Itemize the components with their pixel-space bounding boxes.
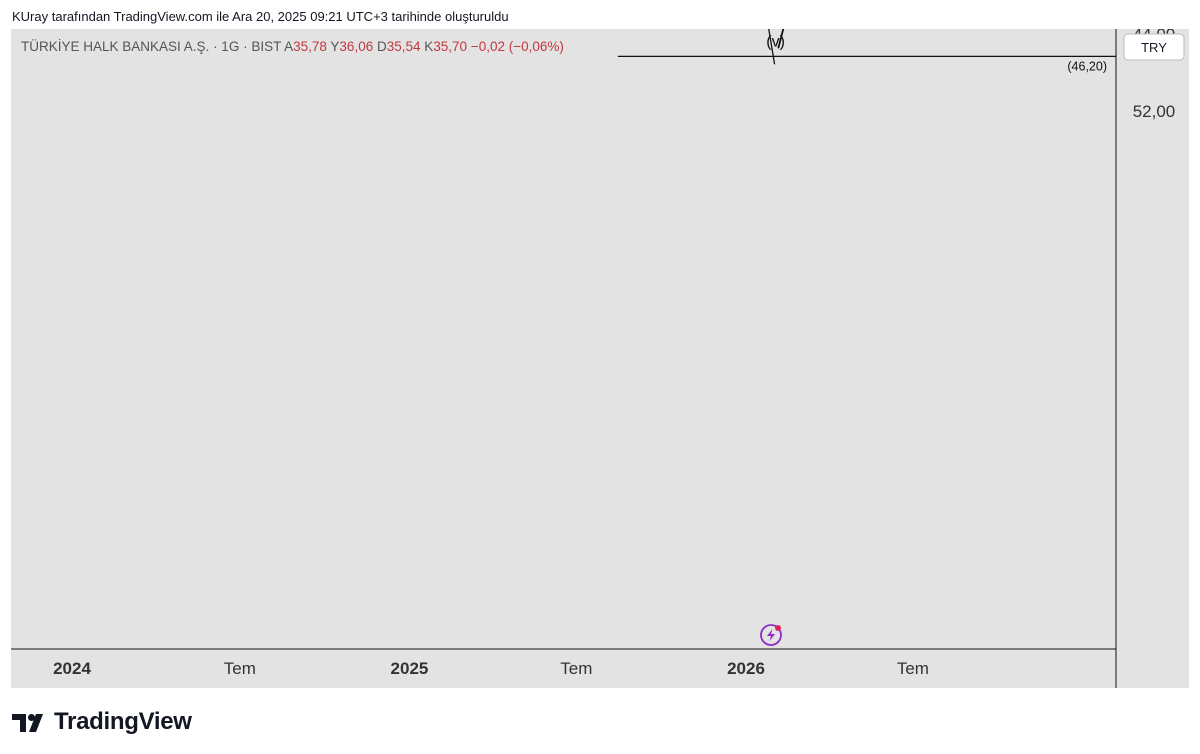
wave-label: (v) xyxy=(766,33,785,50)
currency-box xyxy=(1123,33,1185,61)
price-chart[interactable]: (46,20)(39,94)29,3428,3824,4823,5835,70 … xyxy=(11,29,1189,688)
x-tick-label: Tem xyxy=(560,659,592,678)
ohlc-letter: D xyxy=(377,39,387,54)
wave-path xyxy=(768,29,776,65)
symbol-legend: TÜRKİYE HALK BANKASI A.Ş. · 1G · BIST A3… xyxy=(21,39,564,54)
x-tick-label: Tem xyxy=(897,659,929,678)
tradingview-brand: TradingView xyxy=(12,708,192,736)
ohlc-value: 35,78 xyxy=(293,39,330,54)
axes-layer: 52,0044,0040,0032,0025,0022,0020,0018,00… xyxy=(11,29,1185,688)
levels-layer: (46,20)(39,94)29,3428,3824,4823,5835,70 xyxy=(617,55,1116,73)
symbol-name: TÜRKİYE HALK BANKASI A.Ş. · 1G · BIST xyxy=(21,39,284,54)
tradingview-logo-icon xyxy=(12,714,43,732)
x-tick-label: Tem xyxy=(224,659,256,678)
lightning-event-icon xyxy=(760,624,782,646)
x-tick-label: 2025 xyxy=(391,659,429,678)
change-value: −0,02 (−0,06%) xyxy=(471,39,564,54)
chart-byline: KUray tarafından TradingView.com ile Ara… xyxy=(12,9,509,24)
brand-name: TradingView xyxy=(54,708,192,735)
currency-label: TRY xyxy=(1141,40,1167,55)
x-tick-label: 2026 xyxy=(727,659,765,678)
legend-layer: TÜRKİYE HALK BANKASI A.Ş. · 1G · BIST A3… xyxy=(21,39,564,54)
ohlc-value: 36,06 xyxy=(339,39,377,54)
level-label: (46,20) xyxy=(1067,59,1107,73)
y-tick-label: 52,00 xyxy=(1133,102,1176,121)
ohlc-letter: K xyxy=(424,39,433,54)
projection-arrow-shaft xyxy=(777,29,785,49)
x-tick-label: 2024 xyxy=(53,659,91,678)
ohlc-letter: A xyxy=(284,39,293,54)
ohlc-value: 35,54 xyxy=(387,39,425,54)
ohlc-value: 35,70 xyxy=(433,39,471,54)
wave-drawing-layer: (i)(ii)(iii)(iv)(v) xyxy=(766,29,785,65)
ohlc-letter: Y xyxy=(330,39,339,54)
chart-frame[interactable]: (46,20)(39,94)29,3428,3824,4823,5835,70 … xyxy=(11,29,1189,688)
